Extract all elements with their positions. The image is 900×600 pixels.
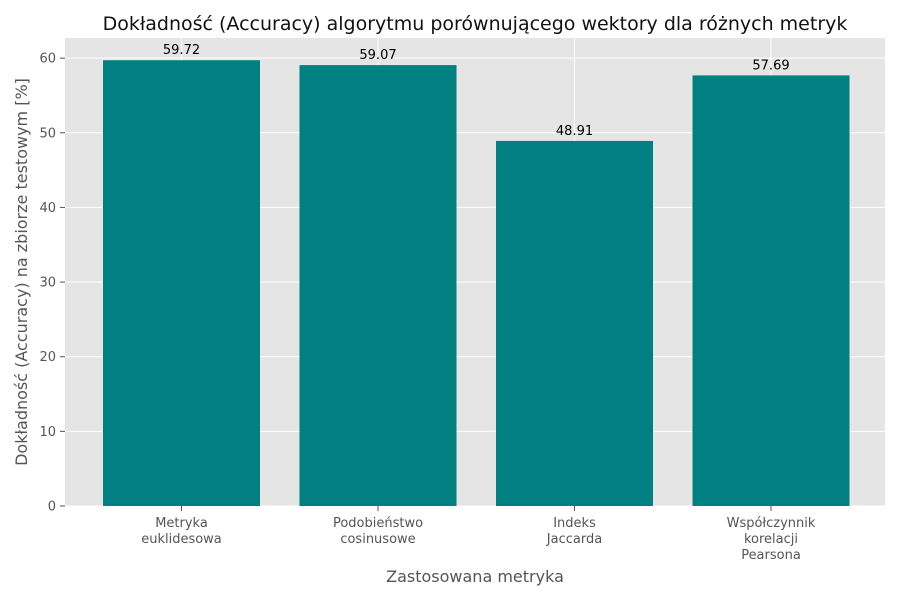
x-axis-label: Zastosowana metryka [386,567,564,586]
y-tick-label: 60 [39,52,56,67]
bars [103,60,850,507]
value-labels: 59.72 59.07 48.91 57.69 [163,43,790,139]
bar-value-label: 59.07 [359,48,396,63]
bar [299,65,457,507]
x-tick-label: Podobieństwo cosinusowe [333,516,423,547]
x-tick-label: Metryka euklidesowa [141,516,222,547]
x-tick-label: Współczynnik korelacji Pearsona [727,516,816,563]
bar [692,75,850,507]
bar [496,140,653,506]
bar-value-label: 57.69 [752,58,789,73]
x-axis-ticks: Metryka euklidesowa Podobieństwo cosinusowe… [141,506,816,563]
y-axis-label: Dokładność (Accuracy) na zbiorze testowy… [12,78,31,466]
bar [103,60,260,506]
bar-value-label: 59.72 [163,43,200,58]
x-tick-label: Indeks Jaccarda [546,516,602,547]
chart-title: Dokładność (Accuracy) algorytmu porównuj… [103,13,848,35]
y-axis-ticks: 0 10 20 30 40 50 60 [39,52,65,515]
y-tick-label: 20 [39,350,56,365]
y-tick-label: 0 [48,500,56,515]
bar-value-label: 48.91 [556,124,593,139]
y-tick-label: 10 [39,425,56,440]
y-tick-label: 40 [39,201,56,216]
y-tick-label: 50 [39,126,56,141]
y-tick-label: 30 [39,276,56,291]
